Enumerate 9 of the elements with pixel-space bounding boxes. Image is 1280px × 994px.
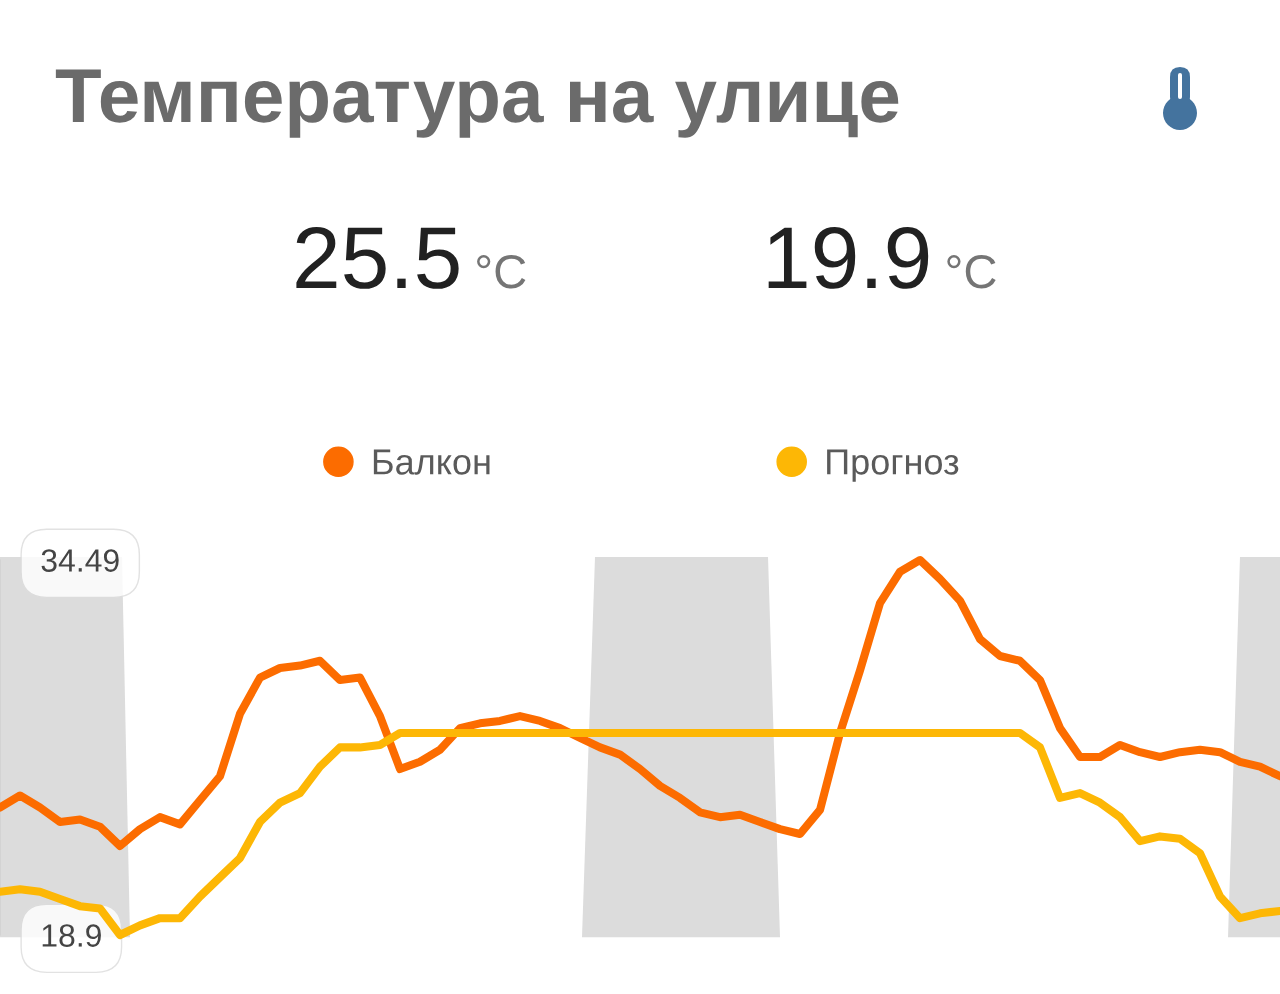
legend-label: Прогноз	[827, 449, 959, 482]
text: 19.9	[768, 226, 929, 289]
text: °C	[947, 255, 996, 289]
text: °C	[477, 255, 526, 289]
legend-label: Балкон	[373, 449, 490, 475]
y-tick-label: 34.49	[41, 549, 119, 572]
y-tick-label: 18.9	[42, 924, 101, 947]
text: 25.5	[296, 226, 459, 289]
chart-title: Температура на улице	[55, 69, 899, 138]
